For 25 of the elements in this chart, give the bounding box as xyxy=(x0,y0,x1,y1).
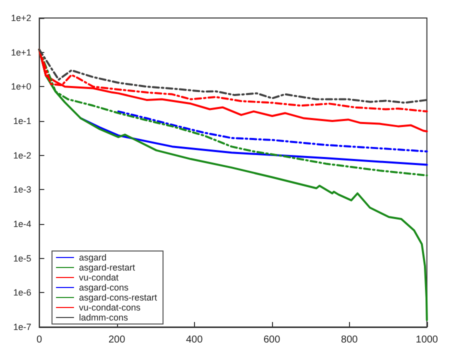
legend-label: asgard xyxy=(79,252,107,262)
legend-label: vu-condat xyxy=(79,272,120,282)
x-tick-label: 200 xyxy=(108,334,126,346)
legend-label: asgard-restart xyxy=(79,262,136,272)
y-tick-label: 1e-2 xyxy=(13,150,32,160)
y-tick-label: 1e+1 xyxy=(10,47,32,58)
line-series xyxy=(80,117,428,166)
y-tick-label: 1e-1 xyxy=(13,116,32,126)
legend-label: vu-condat-cons xyxy=(79,302,142,312)
x-tick-label: 1000 xyxy=(416,334,438,346)
y-tick-label: 1e-6 xyxy=(13,288,32,298)
x-tick-label: 0 xyxy=(36,334,42,346)
y-tick-label: 1e-7 xyxy=(13,322,32,332)
y-tick-label: 1e-5 xyxy=(13,253,32,264)
legend-label: asgard-cons xyxy=(79,282,130,292)
y-tick-label: 1e-3 xyxy=(13,184,32,195)
line-series xyxy=(117,110,428,152)
y-tick-label: 1e+2 xyxy=(10,13,32,23)
x-tick-label: 600 xyxy=(263,334,281,346)
y-tick-label: 1e+0 xyxy=(10,82,32,92)
x-tick-label: 400 xyxy=(186,334,204,346)
y-tick-label: 1e-4 xyxy=(13,219,32,229)
legend-label: ladmm-cons xyxy=(79,312,129,322)
legend-label: asgard-cons-restart xyxy=(79,292,158,302)
x-tick-label: 800 xyxy=(341,334,358,346)
